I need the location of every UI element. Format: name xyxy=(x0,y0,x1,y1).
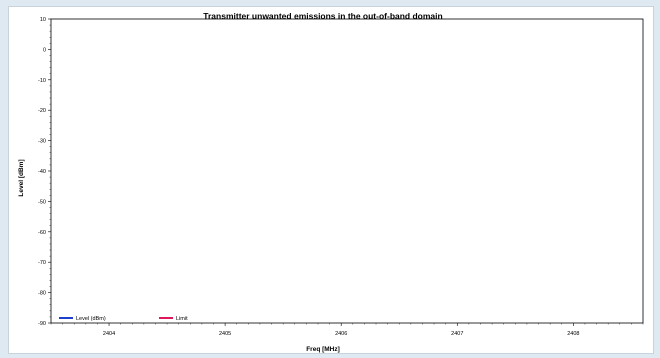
x-tick-label: 2408 xyxy=(567,331,579,337)
y-tick-label: -40 xyxy=(38,169,46,175)
y-tick-label: -20 xyxy=(38,108,46,114)
y-tick-label: -10 xyxy=(38,78,46,84)
x-axis-label: Freq [MHz] xyxy=(306,346,340,353)
y-tick-label: -50 xyxy=(38,199,46,205)
x-tick-label: 2407 xyxy=(451,331,463,337)
y-tick-label: -60 xyxy=(38,230,46,236)
legend-label: Limit xyxy=(176,316,188,322)
x-tick-label: 2405 xyxy=(219,331,231,337)
chart-title: Transmitter unwanted emissions in the ou… xyxy=(203,11,442,21)
x-tick-label: 2406 xyxy=(335,331,347,337)
emissions-chart: 10 0 -10 -20 -30 -40 -50 -60 -70 -80 -90 2404 2405 24… xyxy=(18,11,644,353)
y-tick-label: -80 xyxy=(38,291,46,297)
x-tick-label: 2404 xyxy=(103,331,115,337)
y-tick-label: -90 xyxy=(38,321,46,327)
y-axis-label: Level [dBm] xyxy=(18,159,25,196)
y-tick-label: -70 xyxy=(38,260,46,266)
y-tick-label: -30 xyxy=(38,139,46,145)
y-tick-label: 0 xyxy=(43,47,46,53)
chart-panel: 10 0 -10 -20 -30 -40 -50 -60 -70 -80 -90 2404 2405 24… xyxy=(8,6,654,354)
legend-label: Level (dBm) xyxy=(76,316,106,322)
y-tick-label: 10 xyxy=(40,17,46,23)
plot-frame xyxy=(50,18,644,324)
